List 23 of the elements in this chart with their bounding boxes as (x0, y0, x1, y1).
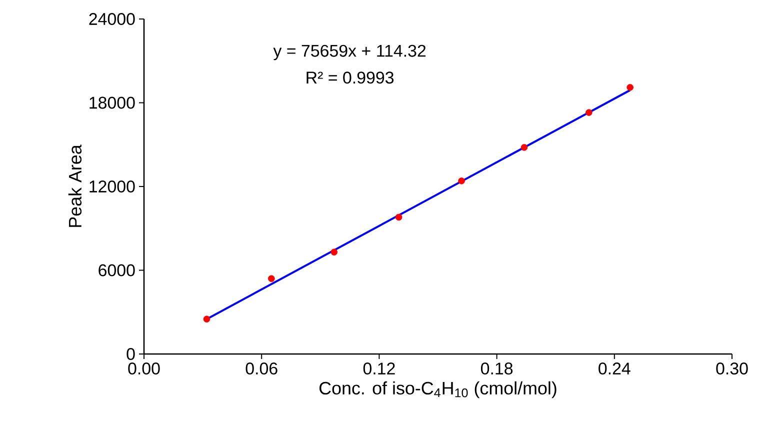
x-tick-label: 0.24 (598, 362, 630, 375)
point (520, 144, 528, 151)
x-tick-label: 0.18 (480, 362, 513, 375)
x-tick-label: 0.06 (246, 362, 278, 375)
y-axis-title: Peak Area (68, 144, 82, 227)
annotation: R² = 0.9993 (306, 72, 394, 84)
x-axis-title: Conc. of iso-C$_{4}$H$_{10}$ (cmol/mol) (319, 381, 556, 398)
y-tick-label: 24000 (89, 13, 135, 25)
point (268, 275, 275, 282)
point (626, 84, 634, 91)
point (203, 316, 210, 323)
x-tick-label: 0.30 (716, 362, 748, 375)
point (395, 214, 402, 221)
y-tick-label: 12000 (90, 180, 135, 192)
annotation: y = 75659x + 114.32 (273, 44, 426, 60)
point (586, 109, 592, 116)
y-tick-label: 0 (126, 348, 135, 360)
y-tick-label: 18000 (90, 96, 135, 109)
x-tick-label: 0.12 (363, 362, 395, 375)
y-tick-label: 6000 (98, 264, 135, 276)
x-tick-label: 0.00 (128, 362, 160, 375)
point (458, 178, 465, 184)
point (330, 248, 338, 256)
